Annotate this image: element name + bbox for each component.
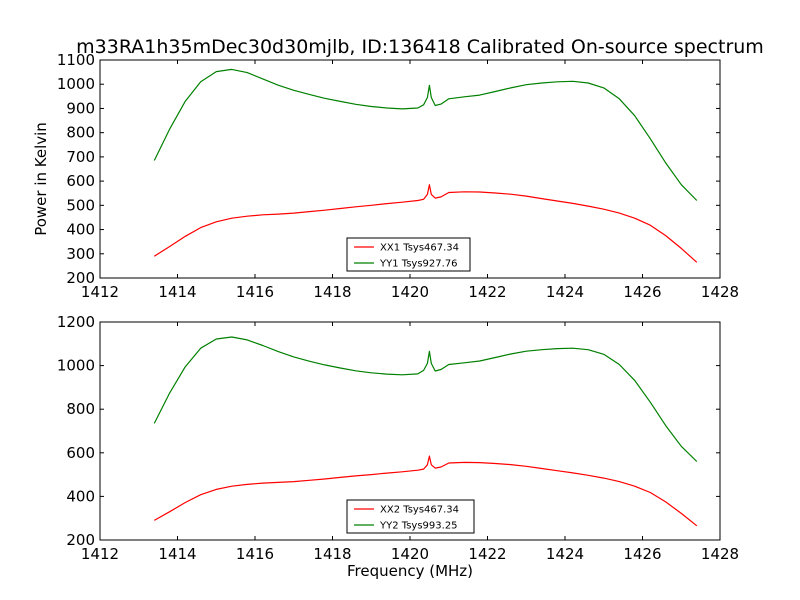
legend-entry: XX2 Tsys467.34	[380, 505, 459, 516]
y-tick-label: 1100	[57, 51, 95, 69]
x-tick-label: 1418	[313, 283, 351, 301]
x-tick-label: 1418	[313, 545, 351, 563]
x-tick-label: 1422	[468, 545, 506, 563]
x-tick-label: 1416	[236, 545, 274, 563]
y-tick-label: 300	[66, 245, 95, 263]
y-tick-label: 800	[66, 124, 95, 142]
y-tick-label: 500	[66, 196, 95, 214]
legend: XX2 Tsys467.34 YY2 Tsys993.25	[346, 499, 475, 534]
y-tick-label: 800	[66, 400, 95, 418]
series-line-yy2	[153, 336, 698, 462]
chart-title: m33RA1h35mDec30d30mjlb, ID:136418 Calibr…	[76, 36, 764, 58]
x-tick-label: 1420	[391, 545, 429, 563]
y-tick-label: 400	[66, 487, 95, 505]
y-tick-label: 400	[66, 221, 95, 239]
x-tick-label: 1416	[236, 283, 274, 301]
y-tick-label: 900	[66, 99, 95, 117]
x-tick-label: 1412	[81, 283, 119, 301]
legend-box	[346, 237, 471, 272]
x-tick-label: 1424	[546, 283, 584, 301]
y-tick-label: 1000	[57, 357, 95, 375]
x-tick-label: 1428	[701, 283, 739, 301]
x-axis-label: Frequency (MHz)	[347, 562, 473, 580]
x-tick-label: 1422	[468, 283, 506, 301]
bottom-panel: 1412 1414 1416 1418 1420 1422 1424 1426 1428 200 4…	[57, 313, 739, 580]
legend-entry: YY1 Tsys927.76	[379, 259, 458, 270]
x-tick-label: 1414	[158, 283, 196, 301]
y-tick-label: 200	[66, 269, 95, 287]
legend-entry: YY2 Tsys993.25	[379, 521, 458, 532]
x-tick-label: 1420	[391, 283, 429, 301]
series-line-yy1	[153, 68, 698, 201]
x-tick-label: 1424	[546, 545, 584, 563]
series-line-xx1	[153, 184, 698, 263]
legend: XX1 Tsys467.34 YY1 Tsys927.76	[346, 237, 471, 272]
y-tick-label: 700	[66, 148, 95, 166]
series-line-xx2	[154, 455, 698, 527]
x-tick-label: 1426	[623, 283, 661, 301]
legend-box	[346, 499, 475, 534]
x-tick-label: 1428	[701, 545, 739, 563]
y-tick-label: 200	[66, 531, 95, 549]
y-tick-label: 1200	[57, 313, 95, 331]
y-tick-label: 600	[66, 444, 95, 462]
y-tick-label: 600	[66, 172, 95, 190]
x-tick-label: 1426	[623, 545, 661, 563]
x-tick-label: 1412	[81, 545, 119, 563]
x-tick-label: 1414	[158, 545, 196, 563]
y-tick-label: 1000	[57, 75, 95, 93]
top-panel: 1412 1414 1416 1418 1420 1422 1424 1426 1428 200 3…	[32, 36, 764, 301]
legend-entry: XX1 Tsys467.34	[380, 243, 459, 254]
y-axis-label: Power in Kelvin	[32, 122, 50, 236]
